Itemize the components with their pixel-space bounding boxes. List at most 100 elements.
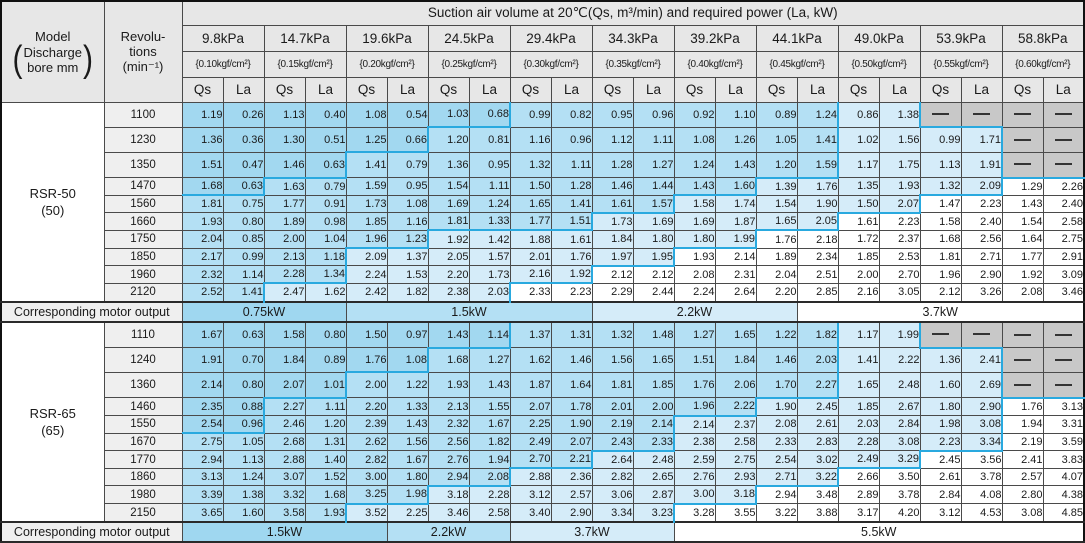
qs-value-cell: 1.20 bbox=[427, 126, 470, 153]
qs-value-cell: 1.81 bbox=[181, 194, 224, 214]
table-row: 1980 3.39 1.38 3.32 1.68 3.25 1.98 3.18 2.28 3.12… bbox=[1, 485, 1085, 505]
la-value-cell: 1.41 bbox=[550, 194, 593, 214]
la-column-header: La bbox=[1042, 76, 1085, 103]
la-value-cell: 0.40 bbox=[304, 101, 347, 128]
qs-value-cell: 1.19 bbox=[181, 101, 224, 128]
la-value-cell: 2.25 bbox=[386, 503, 429, 523]
qs-value-cell: 1.51 bbox=[673, 347, 716, 373]
la-value-cell: 1.14 bbox=[468, 321, 511, 349]
la-value-cell: 1.53 bbox=[386, 265, 429, 284]
qs-value-cell: 2.14 bbox=[673, 415, 716, 434]
la-value-cell: 1.76 bbox=[550, 247, 593, 267]
qs-value-cell: 1.80 bbox=[673, 229, 716, 250]
la-value-cell: 2.75 bbox=[714, 450, 757, 469]
la-value-cell: 3.78 bbox=[960, 467, 1003, 487]
qs-value-cell: 1.46 bbox=[591, 177, 634, 196]
la-value-cell: 1.92 bbox=[550, 265, 593, 285]
qs-value-cell: 3.07 bbox=[263, 467, 306, 487]
qs-value-cell: 2.17 bbox=[181, 247, 224, 267]
qs-value-cell: 1.69 bbox=[427, 194, 470, 214]
la-value-cell: 2.34 bbox=[796, 247, 839, 267]
qs-value-cell: 2.00 bbox=[837, 265, 880, 284]
la-value-cell: 0.89 bbox=[304, 347, 347, 373]
qs-value-cell: 2.61 bbox=[919, 467, 962, 487]
rpm-cell: 1550 bbox=[103, 415, 183, 434]
model-header: Model ( Discharge bore mm ) bbox=[0, 0, 105, 103]
qs-value-cell: 1.64 bbox=[1001, 229, 1044, 249]
qs-value-cell: 1.72 bbox=[837, 229, 880, 249]
qs-value-cell: 1.24 bbox=[673, 151, 716, 179]
table-row: 1460 2.35 0.88 2.27 1.11 2.20 1.33 2.13 1.55 2.07… bbox=[1, 397, 1085, 417]
table-row: 1360 2.14 0.80 2.07 1.01 2.00 1.22 1.93 1.43 1.87… bbox=[1, 371, 1085, 399]
qs-value-cell: 1.58 bbox=[263, 321, 306, 349]
la-value-cell: 2.40 bbox=[1042, 194, 1085, 214]
la-value-cell: 1.41 bbox=[796, 126, 839, 153]
qs-value-cell: 2.00 bbox=[263, 229, 306, 249]
la-value-cell: 0.85 bbox=[222, 229, 265, 249]
dash-mark bbox=[1054, 358, 1072, 361]
qs-value-cell: 2.08 bbox=[1001, 282, 1044, 303]
revolutions-header: Revolu- tions (min⁻¹) bbox=[103, 0, 183, 103]
la-value-cell: 2.31 bbox=[714, 265, 757, 284]
qs-value-cell: 2.38 bbox=[427, 282, 470, 303]
qs-value-cell: 1.65 bbox=[509, 194, 552, 214]
pressure-kpa-header: 44.1kPa bbox=[755, 24, 839, 52]
motor-output-cell: 3.7kW bbox=[509, 521, 675, 543]
qs-value-cell: 1.54 bbox=[1001, 212, 1044, 231]
table-body: RSR-50 (50) 1100 1.19 0.26 1.13 0.40 1.08 0.54 1.… bbox=[0, 101, 1085, 543]
rpm-cell: 1240 bbox=[103, 347, 183, 373]
qs-value-cell: 1.96 bbox=[673, 397, 716, 417]
la-value-cell: 3.46 bbox=[1042, 282, 1085, 303]
qs-value-cell: 3.52 bbox=[345, 503, 388, 523]
qs-value-cell: 2.75 bbox=[181, 432, 224, 452]
motor-output-row: Corresponding motor output 1.5kW 2.2kW 3.7k… bbox=[0, 521, 1085, 543]
qs-value-cell: 1.41 bbox=[837, 347, 880, 373]
qs-value-cell: 1.93 bbox=[673, 247, 716, 267]
qs-column-header: Qs bbox=[1001, 76, 1044, 103]
qs-value-cell: 2.08 bbox=[755, 415, 798, 434]
la-value-cell: 2.14 bbox=[632, 415, 675, 434]
dash-mark bbox=[1014, 163, 1032, 166]
qs-value-cell: 3.22 bbox=[755, 503, 798, 523]
qs-value-cell: 1.28 bbox=[591, 151, 634, 179]
la-value-cell: 2.58 bbox=[468, 503, 511, 523]
la-column-header: La bbox=[468, 76, 511, 103]
qs-value-cell: 1.94 bbox=[1001, 415, 1044, 434]
qs-value-cell: 2.12 bbox=[591, 265, 634, 284]
la-value-cell: 2.03 bbox=[468, 282, 511, 303]
la-value-cell: 1.76 bbox=[796, 177, 839, 196]
la-value-cell: 1.82 bbox=[386, 282, 429, 303]
la-value-cell: 1.42 bbox=[468, 229, 511, 249]
la-value-cell: 0.80 bbox=[304, 321, 347, 349]
table-row: 1750 2.04 0.85 2.00 1.04 1.96 1.23 1.92 1.42 1.88… bbox=[1, 229, 1085, 250]
la-value-cell: 0.75 bbox=[222, 194, 265, 214]
la-value-cell: 2.83 bbox=[796, 432, 839, 452]
la-value-cell: 0.79 bbox=[304, 177, 347, 196]
qs-value-cell: 2.94 bbox=[427, 467, 470, 487]
qs-value-cell: 1.54 bbox=[755, 194, 798, 214]
la-value-cell: 0.80 bbox=[222, 371, 265, 399]
qs-value-cell: 3.08 bbox=[1001, 503, 1044, 523]
qs-value-cell: 2.07 bbox=[263, 371, 306, 399]
qs-value-cell: 0.92 bbox=[673, 101, 716, 128]
la-value-cell: 0.51 bbox=[304, 126, 347, 153]
la-value-cell: 0.99 bbox=[222, 247, 265, 267]
no-data-cell bbox=[960, 321, 1003, 349]
table-row: 2120 2.52 1.41 2.47 1.62 2.42 1.82 2.38 2.03 2.33… bbox=[1, 282, 1085, 303]
la-value-cell: 2.08 bbox=[468, 467, 511, 487]
qs-value-cell: 1.50 bbox=[837, 194, 880, 214]
table-row: 1350 1.51 0.47 1.46 0.63 1.41 0.79 1.36 0.95 1.32… bbox=[1, 151, 1085, 179]
la-value-cell: 3.08 bbox=[960, 415, 1003, 434]
la-value-cell: 1.08 bbox=[386, 194, 429, 214]
la-value-cell: 4.85 bbox=[1042, 503, 1085, 523]
motor-output-cell: 2.2kW bbox=[386, 521, 511, 543]
qs-value-cell: 1.22 bbox=[755, 321, 798, 349]
la-value-cell: 1.80 bbox=[632, 229, 675, 249]
qs-value-cell: 2.12 bbox=[919, 282, 962, 303]
qs-value-cell: 1.02 bbox=[837, 126, 880, 153]
motor-output-cell: 2.2kW bbox=[591, 300, 798, 323]
qs-value-cell: 1.61 bbox=[837, 212, 880, 231]
qs-value-cell: 1.81 bbox=[591, 371, 634, 399]
qs-value-cell: 2.62 bbox=[345, 432, 388, 452]
